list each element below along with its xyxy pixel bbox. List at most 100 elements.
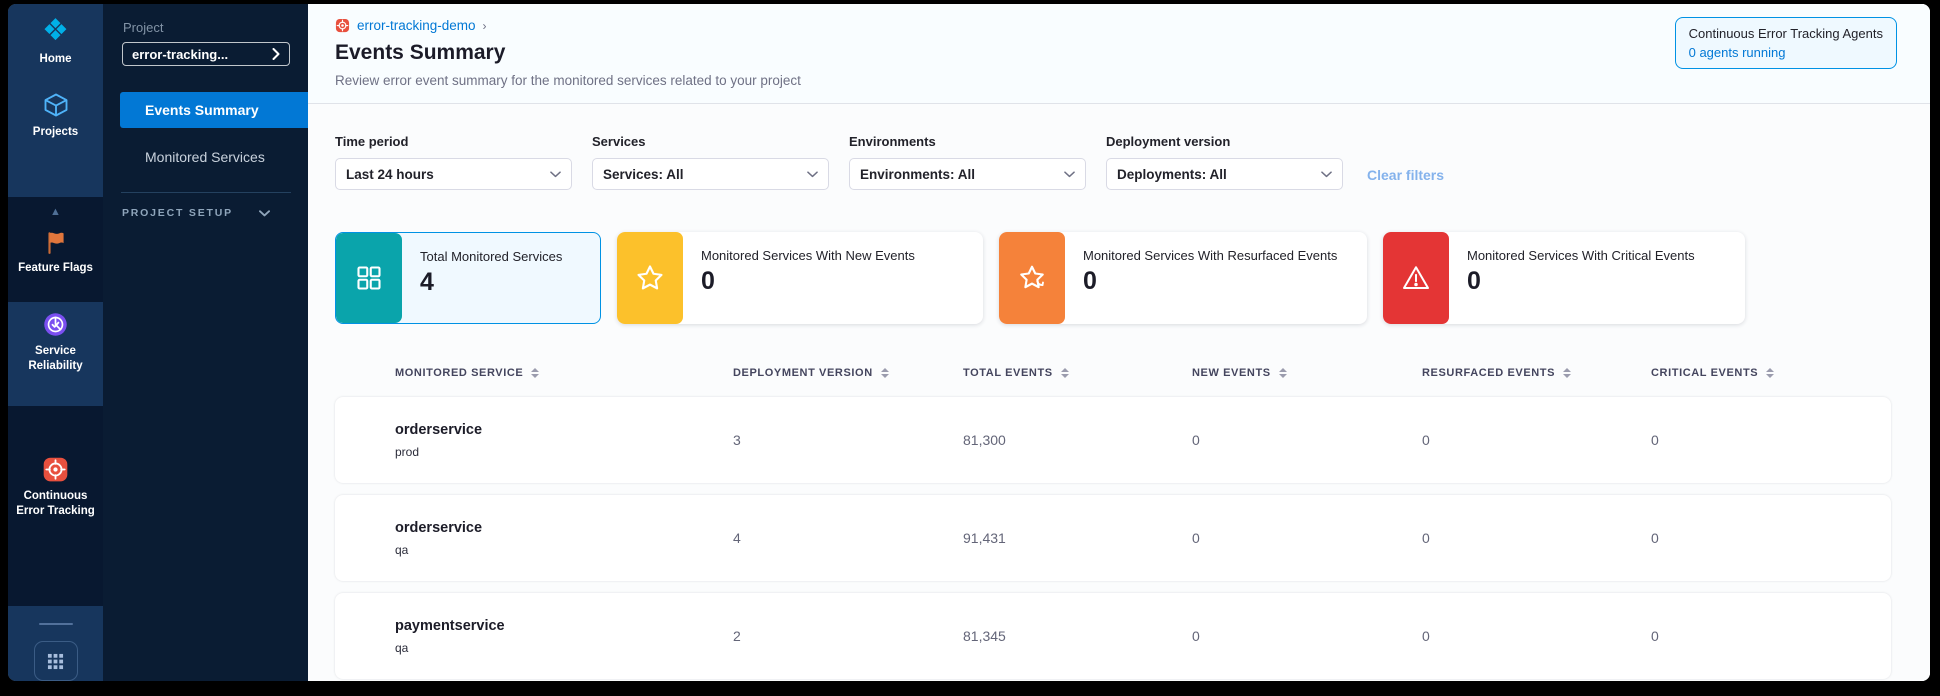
stat-card-total-monitored-services[interactable]: Total Monitored Services 4 (335, 232, 601, 324)
sidebar-item-home[interactable]: ❖ Home (8, 16, 103, 67)
project-setup-section[interactable]: PROJECT SETUP (122, 207, 270, 219)
module-group-sr: Service Reliability (8, 302, 103, 407)
sidebar-divider (121, 192, 291, 193)
new-events-value: 0 (1192, 628, 1200, 644)
stat-chip (617, 232, 683, 324)
environments-dropdown[interactable]: Environments: All (849, 158, 1086, 190)
dropdown-value: Services: All (603, 166, 684, 182)
sort-icon[interactable] (531, 367, 540, 379)
sort-icon[interactable] (1060, 367, 1069, 379)
chevron-down-icon (807, 170, 818, 178)
critical-events-value: 0 (1651, 530, 1659, 546)
events-summary-table: Monitored Service Deployment Version Tot… (335, 349, 1891, 679)
resurfaced-events-value: 0 (1422, 628, 1430, 644)
warning-icon (1401, 263, 1431, 293)
stat-value: 0 (701, 267, 715, 295)
column-header-new-events[interactable]: New Events (1192, 367, 1422, 379)
filter-label: Environments (849, 134, 936, 149)
column-header-deployment-version[interactable]: Deployment Version (733, 367, 963, 379)
stat-cards: Total Monitored Services 4 Monitored Ser (335, 232, 1930, 324)
total-events-value: 81,300 (963, 432, 1006, 448)
agents-running-link[interactable]: 0 agents running (1688, 45, 1786, 60)
stat-value: 4 (420, 268, 434, 296)
chevron-down-icon (1321, 170, 1332, 178)
column-header-label: Total Events (963, 367, 1053, 379)
sidebar-item-label: Service Reliability (28, 345, 83, 373)
module-group-ff: Feature Flags (8, 227, 103, 302)
sort-icon[interactable] (880, 367, 889, 379)
chevron-down-icon (1064, 170, 1075, 178)
stat-chip (1383, 232, 1449, 324)
service-name: orderservice (395, 519, 483, 536)
stat-value: 0 (1083, 267, 1097, 295)
column-header-critical-events[interactable]: Critical Events (1651, 367, 1891, 379)
page-header: error-tracking-demo › Events Summary Rev… (308, 4, 1930, 104)
nav-item-events-summary[interactable]: Events Summary (120, 92, 308, 128)
reliability-gauge-icon (42, 311, 69, 338)
resurfaced-events-value: 0 (1422, 530, 1430, 546)
project-selector[interactable]: error-tracking... (122, 42, 290, 66)
service-cell: orderservice prod (335, 422, 733, 459)
sidebar-item-label: Continuous Error Tracking (16, 490, 95, 518)
sidebar-scroll-up[interactable]: ▲ (8, 197, 103, 228)
deployment-version-value: 2 (733, 628, 741, 644)
chevron-right-icon (272, 48, 280, 60)
page-subtitle: Review error event summary for the monit… (335, 73, 801, 88)
star-resurfaced-icon (1017, 263, 1047, 293)
filter-label: Time period (335, 134, 409, 149)
sidebar-item-label: Projects (32, 126, 79, 138)
filters-bar: Time period Last 24 hours Services Servi… (335, 104, 1930, 190)
stat-label: Monitored Services With Critical Events (1467, 248, 1695, 263)
main-content: error-tracking-demo › Events Summary Rev… (308, 4, 1930, 681)
nav-item-label: Monitored Services (145, 149, 265, 165)
column-header-resurfaced-events[interactable]: Resurfaced Events (1422, 367, 1651, 379)
dropdown-value: Deployments: All (1117, 166, 1227, 182)
sidebar-item-feature-flags[interactable]: Feature Flags (8, 229, 103, 276)
sidebar-item-service-reliability[interactable]: Service Reliability (8, 311, 103, 374)
sidebar-item-continuous-error-tracking[interactable]: Continuous Error Tracking (8, 456, 103, 519)
resurfaced-events-value: 0 (1422, 432, 1430, 448)
table-row[interactable]: paymentservice qa 2 81,345 0 0 0 (335, 593, 1891, 679)
sort-icon[interactable] (1766, 367, 1775, 379)
filter-label: Deployment version (1106, 134, 1231, 149)
grid-icon (355, 264, 383, 292)
project-setup-label: PROJECT SETUP (122, 207, 233, 219)
sort-icon[interactable] (1278, 367, 1287, 379)
filter-services: Services Services: All (592, 134, 829, 190)
table-row[interactable]: orderservice prod 3 81,300 0 0 0 (335, 397, 1891, 483)
critical-events-value: 0 (1651, 432, 1659, 448)
column-header-label: Deployment Version (733, 367, 873, 379)
column-header-label: New Events (1192, 367, 1271, 379)
star-icon (635, 263, 665, 293)
total-events-value: 91,431 (963, 530, 1006, 546)
stat-card-resurfaced-events[interactable]: Monitored Services With Resurfaced Event… (999, 232, 1367, 324)
flag-icon (43, 229, 69, 255)
table-header-row: Monitored Service Deployment Version Tot… (335, 349, 1891, 397)
sort-icon[interactable] (1563, 367, 1572, 379)
nav-item-label: Events Summary (145, 102, 259, 118)
filter-time-period: Time period Last 24 hours (335, 134, 572, 190)
stat-card-new-events[interactable]: Monitored Services With New Events 0 (617, 232, 983, 324)
column-header-monitored-service[interactable]: Monitored Service (335, 367, 733, 379)
critical-events-value: 0 (1651, 628, 1659, 644)
service-name: paymentservice (395, 617, 505, 634)
page-title: Events Summary (335, 41, 506, 64)
column-header-total-events[interactable]: Total Events (963, 367, 1192, 379)
project-nav: Events Summary Monitored Services (103, 92, 308, 175)
breadcrumb-project-link[interactable]: error-tracking-demo (357, 18, 476, 33)
sidebar-item-projects[interactable]: Projects (8, 91, 103, 140)
services-dropdown[interactable]: Services: All (592, 158, 829, 190)
deployments-dropdown[interactable]: Deployments: All (1106, 158, 1343, 190)
dropdown-value: Last 24 hours (346, 166, 434, 182)
sidebar-item-label: Feature Flags (18, 262, 93, 275)
error-tracking-target-icon (42, 456, 69, 483)
column-header-label: Monitored Service (395, 367, 524, 379)
apps-grid-button[interactable] (33, 641, 78, 681)
clear-filters-button[interactable]: Clear filters (1367, 167, 1445, 183)
table-row[interactable]: orderservice qa 4 91,431 0 0 0 (335, 495, 1891, 581)
stat-card-critical-events[interactable]: Monitored Services With Critical Events … (1383, 232, 1745, 324)
nav-item-monitored-services[interactable]: Monitored Services (120, 139, 308, 175)
chevron-up-icon: ▲ (50, 206, 61, 219)
time-period-dropdown[interactable]: Last 24 hours (335, 158, 572, 190)
module-group-bottom (8, 606, 103, 681)
